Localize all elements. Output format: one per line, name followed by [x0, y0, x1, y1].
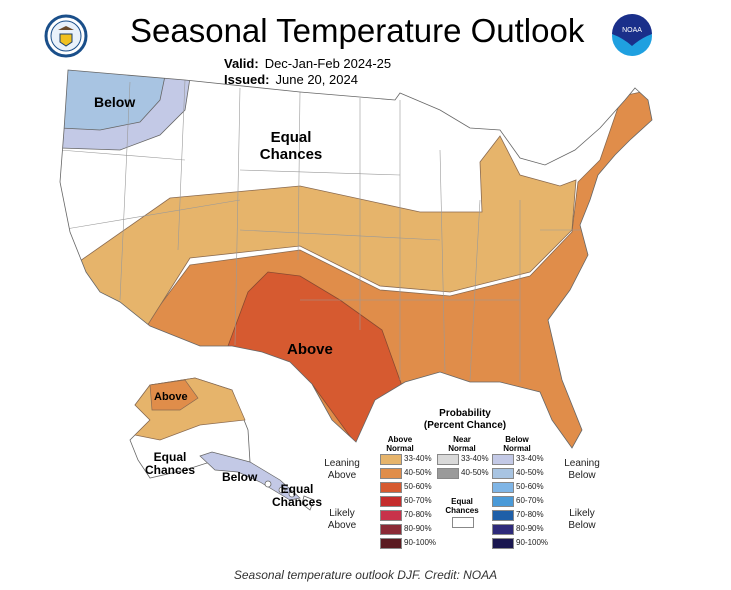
outlook-map — [59, 69, 653, 511]
label-below-nw: Below — [94, 94, 136, 110]
legend-col-above: Above Normal — [386, 435, 414, 454]
issued-label: Issued: — [224, 72, 270, 87]
legend-subtitle: (Percent Chance) — [423, 420, 507, 431]
legend-range-above-1: 40-50% — [404, 468, 432, 477]
above-33-40-region — [60, 135, 577, 335]
legend-leaning-above: Leaning Above — [324, 458, 360, 481]
legend-range-above-2: 50-60% — [404, 482, 432, 491]
legend-range-near-0: 33-40% — [461, 454, 489, 463]
legend-swatch-below-4 — [492, 510, 514, 521]
legend: Probability (Percent Chance) Above Norma… — [320, 405, 610, 555]
legend-swatch-equal — [452, 517, 474, 528]
page-title: Seasonal Temperature Outlook — [130, 12, 585, 49]
legend-col-near: Near Normal — [448, 435, 476, 454]
legend-range-above-0: 33-40% — [404, 454, 432, 463]
valid-value: Dec-Jan-Feb 2024-25 — [264, 56, 392, 71]
label-ak-below: Below — [222, 470, 258, 484]
label-hi-equal: Equal Chances — [271, 482, 323, 510]
legend-range-above-5: 80-90% — [404, 524, 432, 533]
legend-col-below: Below Normal — [503, 435, 531, 454]
alaska-below-region — [199, 451, 301, 501]
noaa-logo-icon: NOAA — [612, 14, 652, 56]
legend-range-near-1: 40-50% — [461, 468, 489, 477]
legend-swatch-below-0 — [492, 454, 514, 465]
legend-swatch-near-0 — [437, 454, 459, 465]
legend-swatch-below-6 — [492, 538, 514, 549]
legend-swatch-below-5 — [492, 524, 514, 535]
legend-title: Probability — [439, 408, 491, 419]
legend-swatch-below-3 — [492, 496, 514, 507]
legend-swatch-above-3 — [380, 496, 402, 507]
hawaii-outline — [264, 480, 315, 511]
noaa-logo-text: NOAA — [622, 27, 642, 34]
label-equal-chances: Equal Chances — [259, 129, 323, 163]
legend-range-below-0: 33-40% — [516, 454, 544, 463]
legend-swatch-above-2 — [380, 482, 402, 493]
above-50-60-region — [227, 271, 403, 448]
legend-leaning-below: Leaning Below — [564, 458, 600, 481]
legend-range-below-5: 80-90% — [516, 524, 544, 533]
legend-range-above-6: 90-100% — [404, 538, 437, 547]
legend-likely-below: Likely Below — [568, 508, 596, 531]
legend-swatch-above-1 — [380, 468, 402, 479]
issued-line: Issued: June 20, 2024 — [224, 72, 358, 87]
legend-range-below-3: 60-70% — [516, 496, 544, 505]
doc-seal-logo-icon — [44, 14, 88, 58]
state-borders — [60, 79, 590, 382]
valid-label: Valid: — [224, 56, 259, 71]
label-ak-above: Above — [154, 391, 188, 403]
legend-swatch-below-1 — [492, 468, 514, 479]
legend-range-below-6: 90-100% — [516, 538, 549, 547]
legend-swatch-above-0 — [380, 454, 402, 465]
legend-swatch-above-6 — [380, 538, 402, 549]
legend-range-below-1: 40-50% — [516, 468, 544, 477]
legend-range-below-4: 70-80% — [516, 510, 544, 519]
valid-line: Valid: Dec-Jan-Feb 2024-25 — [224, 56, 391, 71]
alaska-above-40-50 — [149, 379, 199, 411]
legend-range-below-2: 50-60% — [516, 482, 544, 491]
label-ak-equal: Equal Chances — [144, 450, 196, 478]
legend-swatch-above-4 — [380, 510, 402, 521]
legend-swatch-below-2 — [492, 482, 514, 493]
legend-swatch-near-1 — [437, 468, 459, 479]
label-above: Above — [287, 341, 333, 358]
legend-range-above-4: 70-80% — [404, 510, 432, 519]
legend-swatch-above-5 — [380, 524, 402, 535]
issued-value: June 20, 2024 — [275, 72, 358, 87]
legend-range-above-3: 60-70% — [404, 496, 432, 505]
caption: Seasonal temperature outlook DJF. Credit… — [233, 568, 498, 582]
legend-likely-above: Likely Above — [327, 508, 357, 531]
us-outline — [59, 69, 653, 449]
legend-equal-chances: Equal Chances — [445, 497, 479, 516]
